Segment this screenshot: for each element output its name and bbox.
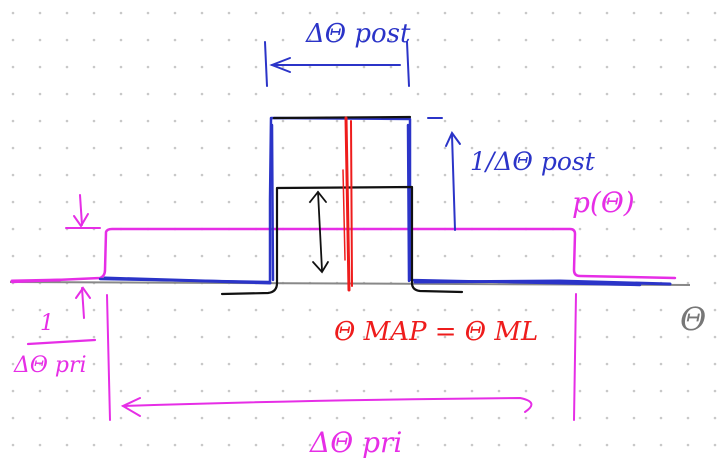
inv-delta-theta-pri-label: 1 ΔΘ pri: [13, 311, 87, 378]
inv-delta-theta-pri-numerator: 1: [40, 311, 54, 336]
inv-delta-theta-post-text: 1/ΔΘ post: [470, 147, 596, 176]
theta-axis-text: Θ: [680, 300, 706, 338]
prior-distribution: [10, 227, 677, 284]
theta-axis-label: Θ: [680, 300, 706, 338]
delta-theta-post-arrow: [264, 41, 410, 87]
theta-map-ml-text: Θ MAP = Θ ML: [334, 317, 538, 347]
delta-theta-post-label: ΔΘ post: [305, 19, 411, 49]
theta-map-ml-line: [342, 116, 353, 292]
p-theta-label: p(Θ): [572, 186, 635, 219]
height-double-arrow: [309, 190, 329, 274]
inv-delta-theta-post-label: 1/ΔΘ post: [470, 147, 596, 176]
p-theta-text: p(Θ): [572, 186, 635, 219]
inv-delta-theta-post-arrow: [427, 117, 461, 231]
delta-theta-pri-arrow: [106, 293, 577, 421]
delta-theta-post-text: ΔΘ post: [305, 19, 411, 49]
posterior-black-outline: [220, 115, 464, 296]
inv-delta-theta-pri-denominator: ΔΘ pri: [13, 353, 87, 378]
inv-delta-theta-pri-marker: [26, 194, 101, 346]
theta-map-ml-label: Θ MAP = Θ ML: [334, 317, 538, 347]
delta-theta-pri-text: ΔΘ pri: [309, 426, 402, 459]
delta-theta-pri-label: ΔΘ pri: [309, 426, 402, 459]
